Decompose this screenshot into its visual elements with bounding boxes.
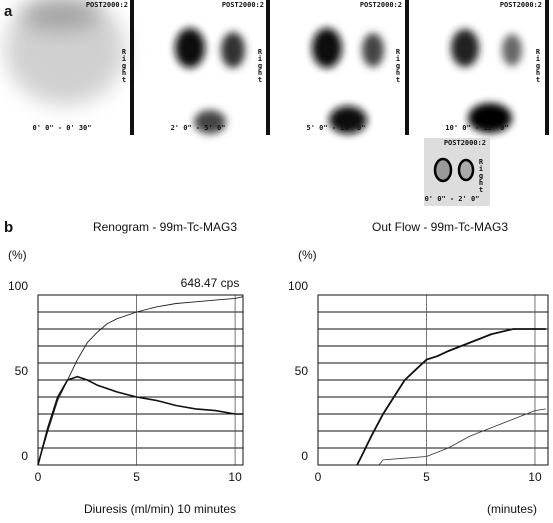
y-tick-label: 100 xyxy=(8,279,28,293)
chart-title: Renogram - 99m-Tc-MAG3 xyxy=(93,220,237,234)
image-side: Right xyxy=(120,48,128,83)
data-line xyxy=(37,375,243,466)
y-tick-label: 50 xyxy=(15,364,29,378)
panel-label: a xyxy=(4,3,13,20)
image-time: 0' 0" - 2' 0" xyxy=(425,195,480,203)
image-header: POST2000:2 xyxy=(360,1,402,9)
image-side: Right xyxy=(394,48,402,83)
image-header: POST2000:2 xyxy=(500,1,542,9)
scan-image xyxy=(5,0,134,135)
y-axis-label: (%) xyxy=(8,248,27,262)
y-tick-label: 100 xyxy=(288,279,308,293)
x-tick-label: 0 xyxy=(35,470,42,484)
data-line xyxy=(356,328,546,466)
x-tick-label: 10 xyxy=(528,470,542,484)
x-tick-label: 0 xyxy=(315,470,322,484)
y-tick-label: 50 xyxy=(295,364,309,378)
image-header: POST2000:2 xyxy=(86,1,128,9)
scan-image xyxy=(424,138,490,206)
image-time: 2' 0" - 5' 0" xyxy=(171,124,226,132)
plot-frame xyxy=(317,294,549,466)
image-side: Right xyxy=(256,48,264,83)
image-time: 0' 0" - 0' 30" xyxy=(32,124,91,132)
scan-image xyxy=(312,0,409,135)
x-tick-label: 5 xyxy=(423,470,430,484)
scan-image xyxy=(175,0,270,135)
x-axis-label: (minutes) xyxy=(487,502,537,516)
x-tick-label: 10 xyxy=(228,470,242,484)
scan-image xyxy=(451,0,549,135)
image-header: POST2000:2 xyxy=(222,1,264,9)
image-time: 10' 0" - 15' 0" xyxy=(445,124,508,132)
chart-title: Out Flow - 99m-Tc-MAG3 xyxy=(372,220,508,234)
y-tick-label: 0 xyxy=(301,449,308,463)
panel-label: b xyxy=(4,219,13,236)
image-side: Right xyxy=(477,158,485,193)
data-line xyxy=(37,296,244,466)
annotation: 648.47 cps xyxy=(181,276,240,290)
x-axis-label: Diuresis (ml/min) 10 minutes xyxy=(84,502,236,516)
y-axis-label: (%) xyxy=(298,248,317,262)
x-tick-label: 5 xyxy=(133,470,140,484)
image-header: POST2000:2 xyxy=(444,139,486,147)
image-time: 5' 0" - 10' 0" xyxy=(306,124,365,132)
plot-frame xyxy=(37,294,244,466)
data-line xyxy=(378,408,546,466)
image-side: Right xyxy=(534,48,542,83)
y-tick-label: 0 xyxy=(21,449,28,463)
